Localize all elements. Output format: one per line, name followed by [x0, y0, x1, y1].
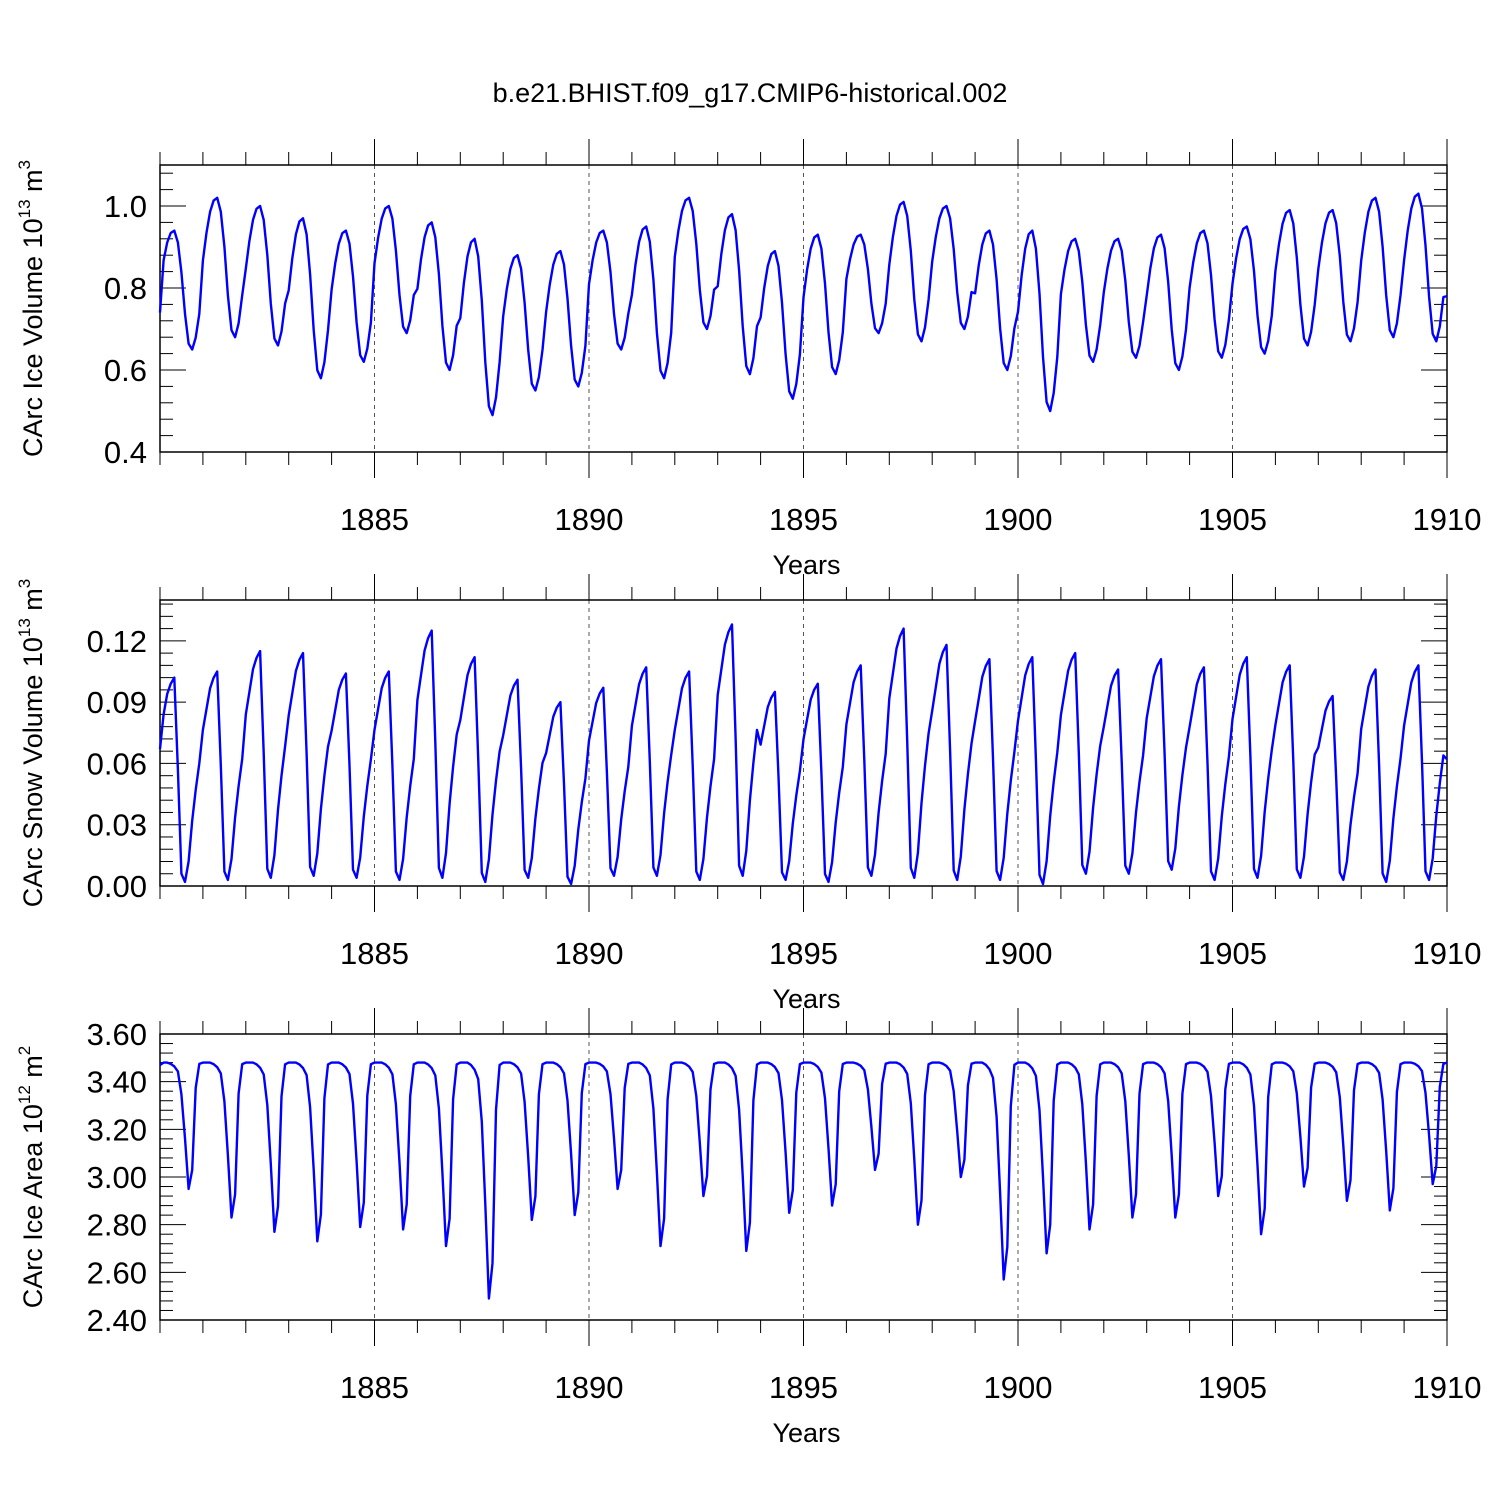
y-label-exp: 13	[15, 618, 34, 637]
x-tick-label: 1890	[555, 936, 624, 971]
y-axis-label: CArc Ice Volume 1013 m3	[15, 160, 48, 457]
y-tick-label: 0.09	[87, 685, 147, 720]
y-tick-label: 3.60	[87, 1017, 147, 1052]
y-tick-label: 2.80	[87, 1208, 147, 1243]
x-tick-label: 1910	[1413, 936, 1482, 971]
y-tick-label: 0.06	[87, 746, 147, 781]
y-tick-label: 0.6	[104, 353, 147, 388]
x-tick-label: 1885	[340, 502, 409, 537]
series-line-ice-area	[159, 1061, 1448, 1300]
y-label-unit: m	[18, 1055, 48, 1085]
x-tick-label: 1910	[1413, 502, 1482, 537]
x-tick-label: 1895	[769, 936, 838, 971]
x-tick-label: 1890	[555, 1370, 624, 1405]
y-label-exp: 13	[15, 199, 34, 218]
y-tick-label: 0.03	[87, 808, 147, 843]
y-label-unit-exp: 3	[15, 579, 34, 588]
x-tick-label: 1905	[1198, 502, 1267, 537]
x-tick-label: 1890	[555, 502, 624, 537]
x-tick-label: 1905	[1198, 1370, 1267, 1405]
y-tick-label: 0.8	[104, 271, 147, 306]
x-axis-label: Years	[772, 550, 840, 580]
figure-title: b.e21.BHIST.f09_g17.CMIP6-historical.002	[493, 78, 1008, 108]
x-tick-label: 1885	[340, 936, 409, 971]
x-tick-label: 1900	[984, 1370, 1053, 1405]
x-tick-label: 1905	[1198, 936, 1267, 971]
series-line-ice-volume	[158, 192, 1448, 417]
y-tick-label: 3.20	[87, 1112, 147, 1147]
y-tick-label: 0.4	[104, 435, 147, 470]
y-tick-label: 0.00	[87, 869, 147, 904]
y-tick-label: 3.40	[87, 1065, 147, 1100]
chart-panel-ice-area: 1885 1890 1895 1900 1905 1910 2.40 2.60 2.80 3.00…	[15, 1008, 1481, 1448]
y-label-base: CArc Snow Volume 10	[18, 637, 48, 907]
x-tick-label: 1900	[984, 502, 1053, 537]
y-label-unit-exp: 3	[15, 160, 34, 169]
y-tick-label: 3.00	[87, 1160, 147, 1195]
series-line-snow-volume	[158, 623, 1448, 886]
x-tick-label: 1895	[769, 1370, 838, 1405]
x-tick-label: 1900	[984, 936, 1053, 971]
chart-panel-ice-volume: 1885 1890 1895 1900 1905 1910 0.4 0.6 0.8 1.0 Year…	[15, 139, 1481, 580]
y-tick-label: 2.40	[87, 1303, 147, 1338]
y-tick-label: 1.0	[104, 189, 147, 224]
y-label-base: CArc Ice Area 10	[18, 1104, 48, 1308]
y-axis-label: CArc Ice Area 1012 m2	[15, 1046, 48, 1309]
y-label-unit-exp: 2	[15, 1046, 34, 1055]
x-axis-label: Years	[772, 984, 840, 1014]
x-axis-label: Years	[772, 1418, 840, 1448]
x-tick-label: 1895	[769, 502, 838, 537]
x-tick-label: 1885	[340, 1370, 409, 1405]
chart-panel-snow-volume: 1885 1890 1895 1900 1905 1910 0.00 0.03 0.06 0.09…	[15, 574, 1481, 1014]
y-label-exp: 12	[15, 1085, 34, 1104]
y-label-unit: m	[18, 169, 48, 199]
y-tick-label: 2.60	[87, 1255, 147, 1290]
y-label-unit: m	[18, 588, 48, 618]
x-tick-label: 1910	[1413, 1370, 1482, 1405]
y-axis-label: CArc Snow Volume 1013 m3	[15, 579, 48, 908]
y-tick-label: 0.12	[87, 624, 147, 659]
y-label-base: CArc Ice Volume 10	[18, 218, 48, 457]
